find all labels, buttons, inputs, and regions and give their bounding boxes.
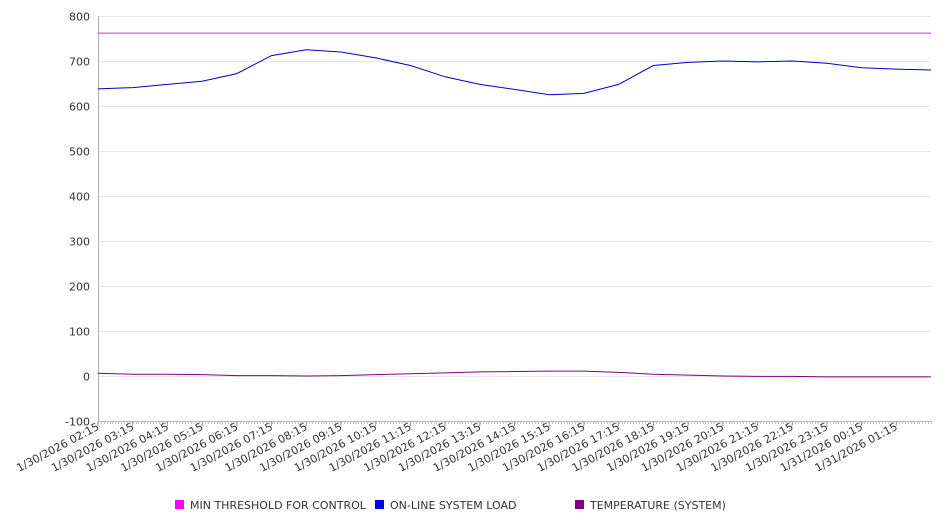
series-line-3 xyxy=(97,370,931,378)
legend-swatch-1 xyxy=(175,500,184,509)
y-tick-label: 700 xyxy=(69,56,90,69)
series-lines xyxy=(97,32,932,378)
legend-swatch-3 xyxy=(575,500,584,509)
legend: MIN THRESHOLD FOR CONTROL ON-LINE SYSTEM … xyxy=(175,499,726,512)
grid-lines xyxy=(98,16,931,377)
series-line-2 xyxy=(97,49,932,96)
legend-swatch-2 xyxy=(375,500,384,509)
y-tick-label: 300 xyxy=(69,236,90,249)
y-tick-label: 500 xyxy=(69,146,90,159)
y-tick-label: 400 xyxy=(69,191,90,204)
y-tick-label: 800 xyxy=(69,11,90,24)
y-tick-label: 100 xyxy=(69,326,90,339)
y-tick-label: 200 xyxy=(69,281,90,294)
legend-label-1: MIN THRESHOLD FOR CONTROL xyxy=(190,499,367,512)
legend-label-3: TEMPERATURE (SYSTEM) xyxy=(589,499,726,512)
y-tick-label: -100 xyxy=(65,416,90,429)
y-tick-label: 0 xyxy=(83,371,90,384)
y-tick-label: 600 xyxy=(69,101,90,114)
legend-label-2: ON-LINE SYSTEM LOAD xyxy=(390,499,516,512)
